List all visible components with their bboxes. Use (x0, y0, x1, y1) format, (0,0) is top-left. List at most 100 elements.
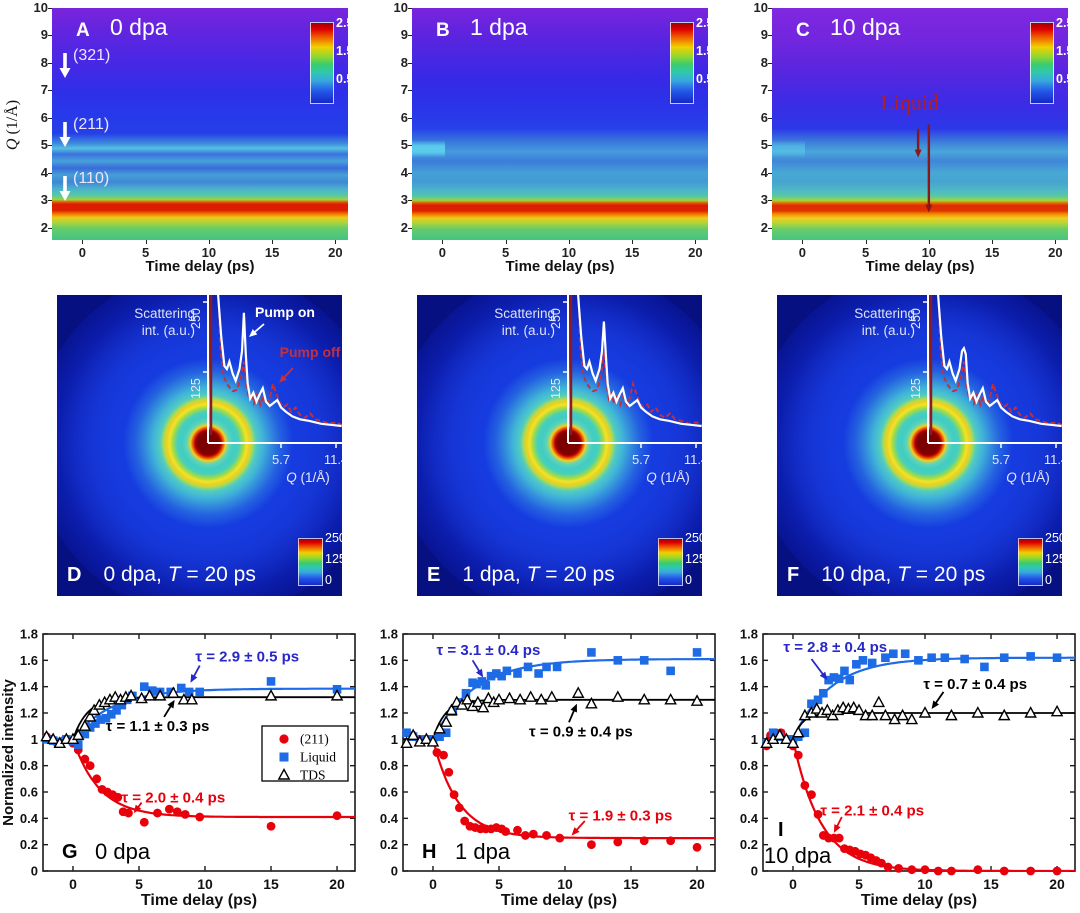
svg-text:11.4: 11.4 (684, 452, 702, 467)
kinetics-row: 0 5 10 15 20 0 0.2 0.4 0.6 0.8 1 1.2 1.4 1.6 1.8 τ = 2.… (0, 608, 1080, 913)
down-arrow-icon (59, 175, 71, 201)
kinetics-chart-h: 0 5 10 15 20 0 0.2 0.4 0.6 0.8 1 1.2 1.4 1.6 1.8 τ = 3.… (380, 627, 716, 909)
svg-text:250: 250 (909, 308, 923, 329)
svg-text:1 dpa: 1 dpa (455, 839, 511, 864)
kinetics-chart-g: 0 5 10 15 20 0 0.2 0.4 0.6 0.8 1 1.2 1.4 1.6 1.8 τ = 2.… (0, 627, 356, 909)
svg-text:0: 0 (391, 864, 398, 879)
svg-text:G: G (62, 841, 78, 863)
heatmap-panel-b: B 1 dpa 2.5 1.5 0.5 Time delay (ps) 0 5 10 15… (393, 0, 714, 275)
liquid-arrows (914, 124, 933, 213)
svg-text:(211): (211) (300, 732, 329, 747)
colorbar-tick-label: 1.5 (696, 44, 714, 58)
tau-annotation: τ = 0.7 ± 0.4 ps (923, 676, 1027, 693)
panel-title-c: 10 dpa (830, 14, 901, 40)
scattering-axis-label: Scattering int. (a.u.) (494, 306, 555, 338)
kinetics-chart-i: 0 5 10 15 20 0 0.2 0.4 0.6 0.8 1 1.2 1.4 1.6 1.8 τ = 2.… (740, 627, 1076, 909)
heatmap-panel-c: C 10 dpa Liquid 2.5 1.5 0.5 Time delay (ps)… (753, 0, 1074, 275)
down-arrow-icon (59, 122, 71, 148)
liquid-label: Liquid (880, 90, 940, 116)
series-(211) (42, 732, 342, 831)
legend: (211) Liquid TDS (261, 725, 349, 783)
svg-text:1.8: 1.8 (20, 627, 38, 642)
svg-text:0 dpa: 0 dpa (95, 839, 151, 864)
heatmap-c: C 10 dpa Liquid 2.5 1.5 0.5 (772, 8, 1073, 240)
time-delay-axis-label: Time delay (ps) (865, 258, 975, 275)
svg-text:1.2: 1.2 (380, 706, 398, 721)
svg-text:Pump on: Pump on (255, 304, 315, 320)
series-(211) (762, 728, 1062, 876)
svg-text:0.4: 0.4 (740, 811, 759, 826)
peak-label: (321) (73, 47, 111, 64)
svg-text:0.2: 0.2 (380, 837, 398, 852)
colorbar-tick-label: 1.5 (336, 44, 354, 58)
heatmap-panel-a: A 0 dpa (321) (211) (110) 2.5 1.5 0.5 Q (1/Å)… (4, 0, 354, 275)
heatmap-b: B 1 dpa 2.5 1.5 0.5 (412, 8, 713, 240)
svg-text:I: I (778, 819, 784, 841)
svg-text:15: 15 (263, 876, 279, 892)
svg-text:5: 5 (855, 876, 863, 892)
panel-title-a: 0 dpa (110, 14, 168, 40)
peak-label: (211) (73, 116, 110, 134)
svg-text:0.4: 0.4 (20, 811, 39, 826)
chart-panel-g: 0 5 10 15 20 0 0.2 0.4 0.6 0.8 1 1.2 1.4 1.6 1.8 τ = 2.… (0, 608, 360, 913)
series-TDS (40, 686, 344, 748)
pre-timezero-band (772, 8, 805, 240)
svg-text:Q (1/Å): Q (1/Å) (646, 470, 690, 485)
svg-text:1.8: 1.8 (380, 627, 398, 642)
svg-text:5.7: 5.7 (992, 452, 1010, 467)
svg-text:250: 250 (189, 308, 203, 329)
series-Liquid (762, 649, 1062, 748)
panel-title-b: 1 dpa (470, 14, 528, 40)
tau-annotation: τ = 1.9 ± 0.3 ps (569, 808, 673, 825)
colorbar-tick-label: 125 (1045, 552, 1062, 566)
svg-text:0.2: 0.2 (740, 837, 758, 852)
colorbar-tick-label: 0 (325, 573, 332, 587)
colorbar-tick-label: 125 (325, 552, 342, 566)
svg-text:0.6: 0.6 (740, 785, 758, 800)
svg-text:Liquid: Liquid (300, 750, 336, 765)
svg-text:250: 250 (549, 308, 563, 329)
series-TDS (760, 695, 1064, 748)
peak-label: (110) (73, 169, 110, 187)
panel-letter-a: A (76, 20, 90, 41)
colorbar (1030, 22, 1054, 104)
tau-annotation: τ = 2.0 ± 0.4 ps (121, 789, 225, 806)
svg-text:0: 0 (789, 876, 797, 892)
panel-letter-e: E (427, 564, 441, 586)
colorbar-tick-label: 1.5 (1056, 44, 1074, 58)
svg-text:1: 1 (31, 732, 38, 747)
svg-text:1.2: 1.2 (740, 706, 758, 721)
colorbar (670, 22, 694, 104)
down-arrow-icon (59, 53, 71, 78)
svg-text:1.4: 1.4 (740, 679, 759, 694)
svg-text:Normalized intensity: Normalized intensity (0, 678, 17, 825)
svg-text:20: 20 (1049, 876, 1065, 892)
time-delay-axis-label: Time delay (ps) (505, 258, 615, 275)
svg-text:20: 20 (689, 876, 705, 892)
colorbar-tick-label: 2.5 (1056, 16, 1074, 30)
svg-text:10: 10 (557, 876, 573, 892)
tau-annotation: τ = 2.9 ± 0.5 ps (195, 648, 299, 665)
svg-text:20: 20 (329, 876, 345, 892)
tau-annotation: τ = 3.1 ± 0.4 ps (437, 642, 541, 659)
svg-text:1.4: 1.4 (20, 679, 39, 694)
tau-annotation: τ = 2.1 ± 0.4 ps (820, 802, 924, 819)
time-delay-axis-label: Time delay (ps) (145, 258, 255, 275)
colorbar-tick-label: 0.5 (1056, 72, 1074, 86)
svg-text:1: 1 (751, 732, 758, 747)
svg-text:Pump off: Pump off (280, 344, 341, 360)
svg-text:15: 15 (623, 876, 639, 892)
scattering-axis-label: Scattering int. (a.u.) (134, 306, 195, 338)
fit-line-(211) (763, 738, 1075, 871)
svg-text:10: 10 (917, 876, 933, 892)
svg-text:5: 5 (135, 876, 143, 892)
svg-text:125: 125 (909, 378, 923, 399)
colorbar (1018, 538, 1043, 586)
svg-text:Q (1/Å): Q (1/Å) (1006, 470, 1050, 485)
pre-timezero-band (412, 8, 445, 240)
svg-text:0: 0 (31, 864, 38, 879)
